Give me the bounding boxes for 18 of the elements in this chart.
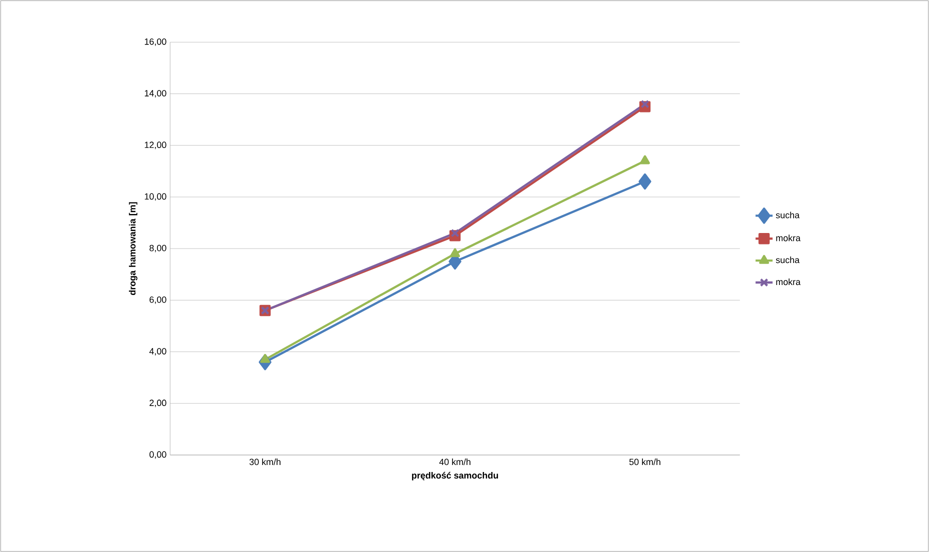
y-tick-label: 0,00 (150, 451, 166, 459)
legend-label: mokra (776, 278, 801, 286)
y-tick-label: 16,00 (144, 38, 166, 46)
y-tick-label: 12,00 (144, 142, 166, 149)
y-tick-label: 14,00 (144, 90, 166, 98)
x-axis-title: prędkość samochdu (412, 472, 498, 480)
legend-label: mokra (776, 234, 801, 242)
legend-label: sucha (776, 256, 800, 264)
y-tick-label: 6,00 (150, 296, 166, 304)
x-tick-label: 30 km/h (249, 458, 280, 466)
x-tick-label: 50 km/h (629, 458, 660, 466)
y-axis-title: droga hamowania [m] (128, 202, 138, 295)
legend-label: sucha (776, 212, 800, 218)
y-tick-label: 10,00 (144, 193, 166, 201)
y-tick-label: 2,00 (150, 400, 166, 408)
x-tick-label: 40 km/h (439, 458, 470, 466)
y-tick-label: 8,00 (150, 244, 166, 252)
y-tick-label: 4,00 (149, 348, 166, 356)
